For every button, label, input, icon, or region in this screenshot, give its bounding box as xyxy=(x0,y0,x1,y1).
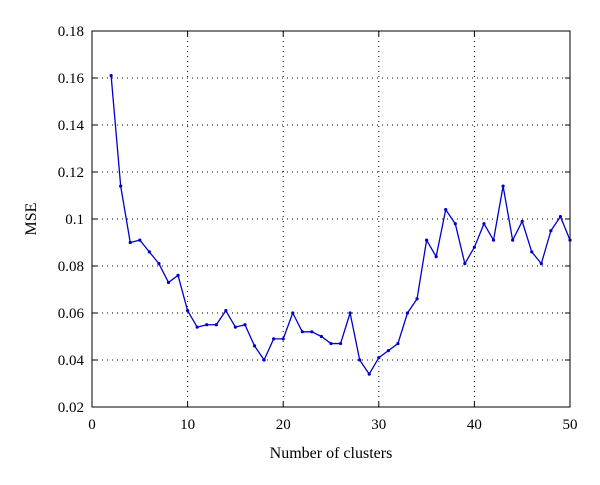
data-point xyxy=(119,184,123,188)
data-point xyxy=(138,238,142,242)
y-tick-label: 0.14 xyxy=(58,118,85,134)
y-tick-labels: 0.02 0.04 0.06 0.08 0.1 0.12 0.14 0.16 0.18 xyxy=(58,24,85,416)
data-point xyxy=(444,208,448,212)
data-point xyxy=(348,311,352,315)
data-point xyxy=(157,262,161,266)
data-point xyxy=(205,323,209,327)
data-point xyxy=(377,356,381,360)
y-tick-label: 0.04 xyxy=(58,353,85,369)
y-tick-label: 0.08 xyxy=(58,259,84,275)
y-tick-label: 0.16 xyxy=(58,71,85,87)
data-point xyxy=(405,311,410,315)
y-tick-label: 0.12 xyxy=(58,165,84,181)
x-tick-label: 50 xyxy=(563,417,578,433)
data-point xyxy=(233,325,237,329)
data-point xyxy=(109,74,113,78)
data-point xyxy=(319,334,324,339)
data-point xyxy=(329,341,333,346)
data-point xyxy=(425,238,429,242)
data-point xyxy=(147,250,151,254)
y-tick-label: 0.02 xyxy=(58,400,84,416)
data-point xyxy=(491,238,496,242)
data-point xyxy=(176,273,180,277)
data-point xyxy=(520,219,524,223)
data-point xyxy=(396,341,400,346)
data-point xyxy=(310,330,314,334)
data-point xyxy=(558,215,563,219)
data-point xyxy=(482,222,486,226)
grid xyxy=(92,31,570,407)
data-point xyxy=(386,349,390,353)
data-point xyxy=(549,229,553,233)
data-point xyxy=(214,323,218,327)
data-point xyxy=(415,297,419,301)
plot-frame xyxy=(91,30,571,408)
data-point xyxy=(530,250,534,254)
data-point xyxy=(501,184,505,188)
data-point xyxy=(243,323,247,327)
data-point xyxy=(291,311,295,315)
series-line xyxy=(110,75,571,375)
data-point xyxy=(453,222,457,226)
data-point xyxy=(272,337,276,341)
data-point xyxy=(434,255,438,259)
data-point xyxy=(367,372,371,376)
x-tick-label: 20 xyxy=(276,417,291,433)
data-point xyxy=(128,240,132,245)
y-axis-label: MSE xyxy=(23,203,40,236)
data-point xyxy=(358,358,362,362)
data-point xyxy=(224,309,228,313)
x-axis-label: Number of clusters xyxy=(270,445,393,462)
data-point xyxy=(463,262,467,266)
data-point xyxy=(338,341,343,346)
data-point xyxy=(195,325,199,329)
data-point xyxy=(539,262,543,266)
data-point xyxy=(281,337,285,341)
data-point xyxy=(511,238,515,242)
x-tick-label: 0 xyxy=(88,417,96,433)
series-group xyxy=(109,74,572,376)
data-point xyxy=(186,309,190,313)
x-tick-labels: 0 10 20 30 40 50 xyxy=(88,417,577,433)
y-tick-label: 0.18 xyxy=(58,24,84,40)
axis-ticks xyxy=(91,30,571,408)
x-tick-label: 10 xyxy=(180,417,195,433)
y-tick-label: 0.1 xyxy=(65,212,84,228)
x-tick-label: 40 xyxy=(467,417,482,433)
data-point xyxy=(166,280,171,285)
data-point xyxy=(300,330,304,334)
x-tick-label: 30 xyxy=(371,417,386,433)
data-point xyxy=(262,358,266,362)
data-point xyxy=(252,344,257,348)
data-point xyxy=(472,245,476,249)
y-tick-label: 0.06 xyxy=(58,306,85,322)
